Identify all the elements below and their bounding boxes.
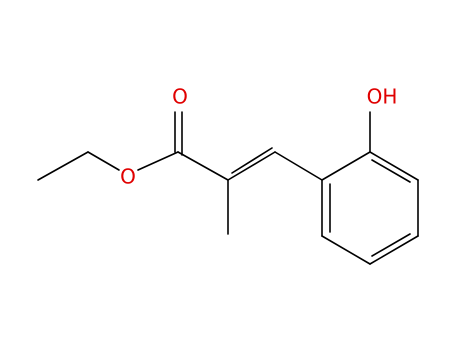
bond [227,151,276,181]
atom-label: O [120,165,136,189]
bond [37,151,89,181]
atom-label: OH [367,85,398,109]
bond [231,147,273,174]
bond [137,151,179,171]
atom-label: O [172,85,188,109]
bond [371,233,411,257]
bond [321,235,371,265]
bond [274,151,323,181]
bond [177,151,229,181]
bond [369,235,419,265]
bond [371,159,411,183]
bond [321,151,371,181]
bond [87,151,120,171]
bond [369,151,419,181]
